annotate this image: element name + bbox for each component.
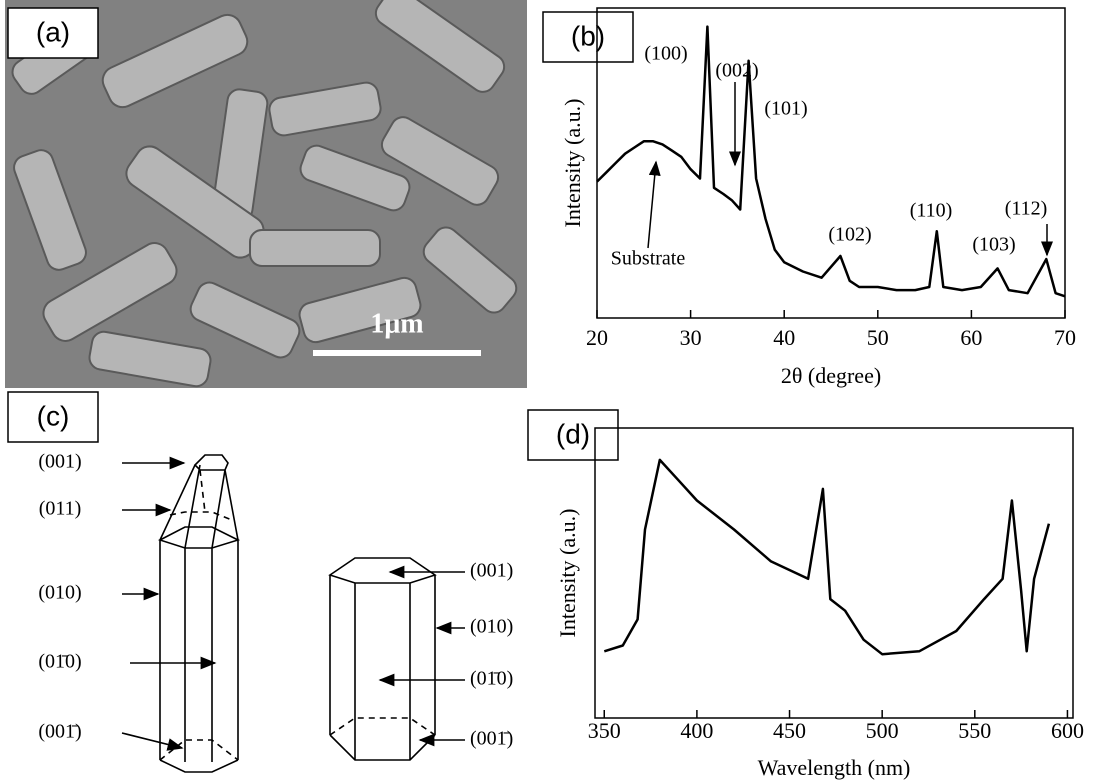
x-axis-title: Wavelength (nm) [758,755,911,780]
x-tick-label: 400 [680,718,713,743]
x-tick-label: 600 [1051,718,1084,743]
crystal-diagram [121,454,465,773]
scale-bar [313,350,481,356]
panel-label: (b) [571,20,605,51]
x-tick-label: 70 [1054,325,1076,350]
plot-frame [594,427,1074,719]
x-tick-label: 450 [773,718,806,743]
peak-annotation: (112) [1005,198,1048,220]
x-tick-label: 20 [586,325,608,350]
spectrum-line [603,458,1051,656]
x-tick-label: 350 [588,718,621,743]
annotation-arrow [647,160,661,249]
face-label: (010) [38,582,81,604]
peak-annotation: (101) [764,98,807,120]
face-label: (011) [39,498,82,520]
peak-annotation: (103) [972,234,1015,256]
panel-label: (d) [556,418,590,449]
charts: 20 30 40 50 60 70 2θ (degree) Intensity (a.u.) (… [555,7,1084,780]
face-label: (001) [470,560,513,582]
face-label: (01̄0) [38,651,81,673]
y-axis-title: Intensity (a.u.) [560,99,585,228]
scale-bar-label: 1μm [370,308,423,339]
panel-label-box [7,391,99,443]
panel-label-box [7,7,99,59]
y-axis-title: Intensity (a.u.) [555,509,580,638]
spectrum-line [596,25,1066,298]
panel-label: (a) [36,16,70,47]
sem-image: 1μm [5,0,527,388]
x-tick-label: 40 [773,325,795,350]
x-tick-label: 550 [958,718,991,743]
panel-label-box [542,11,634,63]
face-label: (010) [470,616,513,638]
peak-annotation: Substrate [611,248,686,270]
x-tick-label: 60 [960,325,982,350]
face-label: (001) [38,451,81,473]
x-axis-title: 2θ (degree) [781,363,881,388]
x-tick-label: 500 [866,718,899,743]
peak-annotation: (100) [644,43,687,65]
panel-label-box [527,409,619,461]
peak-annotation: (002) [715,60,758,82]
face-label: (01̄0) [470,668,513,690]
x-tick-label: 50 [867,325,889,350]
panel-label: (c) [37,400,70,431]
face-label: (001̄) [38,721,81,743]
peak-annotation: (110) [910,200,953,222]
plot-frame [596,7,1066,319]
face-label: (001̄) [470,728,513,750]
peak-annotation: (102) [828,224,871,246]
x-tick-label: 30 [680,325,702,350]
